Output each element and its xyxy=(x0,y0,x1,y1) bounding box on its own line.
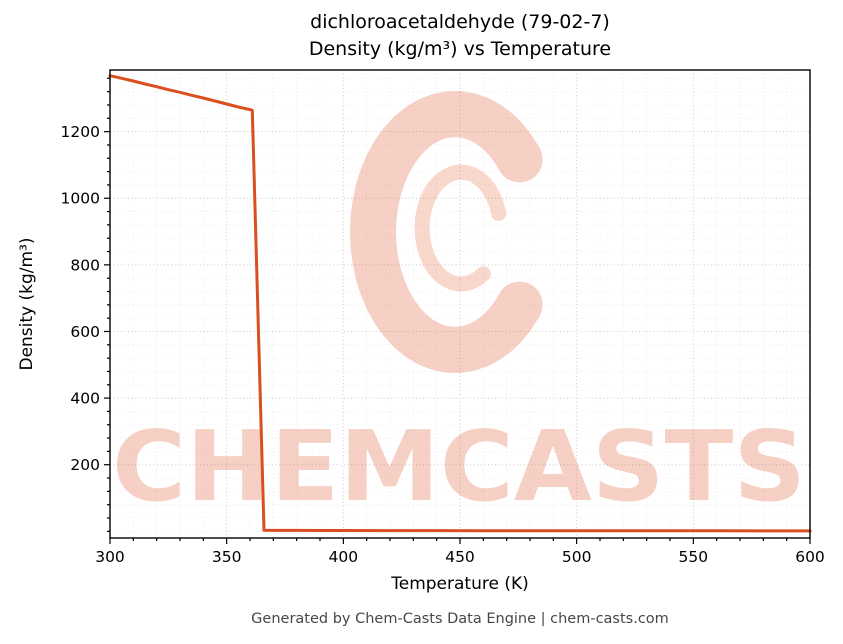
svg-text:400: 400 xyxy=(70,390,100,408)
svg-text:550: 550 xyxy=(679,548,709,566)
svg-text:500: 500 xyxy=(562,548,592,566)
y-tick-labels: 200 400 600 800 1000 1200 xyxy=(61,123,100,474)
svg-text:1200: 1200 xyxy=(61,123,100,141)
page-title-line2: Density (kg/m³) vs Temperature xyxy=(308,38,612,60)
footer-text: Generated by Chem-Casts Data Engine | ch… xyxy=(251,611,669,627)
svg-text:400: 400 xyxy=(329,548,359,566)
y-axis-label: Density (kg/m³) xyxy=(17,237,37,371)
series-line-density xyxy=(108,74,812,533)
svg-text:200: 200 xyxy=(70,456,100,474)
svg-text:600: 600 xyxy=(795,548,825,566)
svg-text:300: 300 xyxy=(95,548,125,566)
svg-text:800: 800 xyxy=(70,256,100,274)
watermark-logo-c-icon xyxy=(349,91,543,373)
page-title-line1: dichloroacetaldehyde (79-02-7) xyxy=(310,11,610,33)
svg-text:450: 450 xyxy=(445,548,475,566)
x-tick-labels: 300 350 400 450 500 550 600 xyxy=(95,548,825,566)
axis-frame xyxy=(109,69,811,539)
svg-text:600: 600 xyxy=(70,323,100,341)
svg-text:350: 350 xyxy=(212,548,242,566)
minor-grid xyxy=(110,70,810,538)
watermark-text: CHEMCASTS xyxy=(112,410,806,523)
major-grid xyxy=(109,70,811,538)
svg-text:1000: 1000 xyxy=(61,190,100,208)
x-axis-label: Temperature (K) xyxy=(391,574,529,594)
